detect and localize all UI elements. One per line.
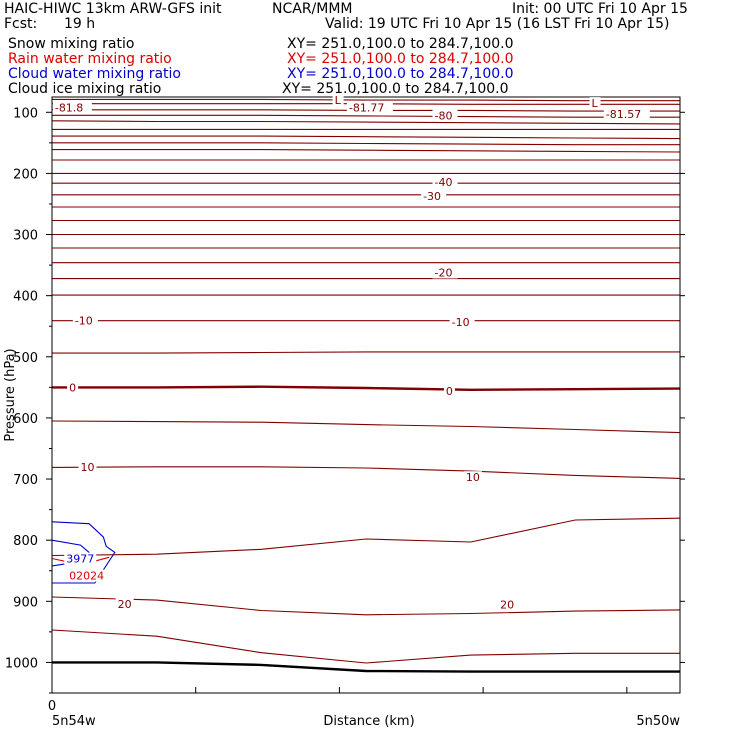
contour-label: 10 bbox=[81, 461, 95, 474]
contour-line bbox=[52, 98, 680, 102]
field-snow-name: Snow mixing ratio bbox=[8, 36, 135, 52]
contour-label-bg bbox=[67, 381, 79, 394]
contour-label: 10 bbox=[466, 471, 480, 484]
contour-label-bg bbox=[449, 315, 475, 328]
y-tick-label: 400 bbox=[13, 290, 38, 305]
contour-label-bg bbox=[346, 101, 393, 114]
forecast-hour: 19 h bbox=[64, 16, 96, 32]
contour-lines bbox=[51, 98, 681, 673]
contour-label-bg bbox=[64, 552, 97, 565]
field-cloudwater-xy: XY= 251.0,100.0 to 284.7,100.0 bbox=[287, 66, 514, 82]
x-axis-label: Distance (km) bbox=[323, 714, 414, 729]
contour-label-bg bbox=[421, 190, 447, 203]
field-cloudwater-name: Cloud water mixing ratio bbox=[8, 66, 181, 82]
contour-label-bg bbox=[115, 597, 134, 610]
y-tick-label: 1000 bbox=[5, 656, 38, 671]
field-cloudice-name: Cloud ice mixing ratio bbox=[8, 81, 162, 97]
contour-line bbox=[52, 114, 680, 118]
y-axis-label: Pressure (hPa) bbox=[3, 348, 18, 441]
y-tick-label: 500 bbox=[13, 351, 38, 366]
contour-label-bg bbox=[432, 109, 458, 122]
contour-label: -80 bbox=[435, 109, 453, 122]
contour-label-bg bbox=[589, 97, 601, 110]
model-title: HAIC-HIWC 13km ARW-GFS init bbox=[4, 1, 222, 17]
contour-label: -10 bbox=[452, 316, 470, 329]
contour-labels: L -81.77 L -81.57 -81.8 -80 -40-30 -20 -10 -10 0 0 1… bbox=[52, 94, 650, 611]
contour-label: -81.77 bbox=[349, 101, 384, 114]
contour-label: 20 bbox=[500, 598, 514, 611]
contour-line bbox=[51, 420, 681, 434]
left-location-label: 5n54w bbox=[52, 714, 96, 729]
contour-line bbox=[51, 466, 681, 479]
contour-label: L bbox=[592, 97, 599, 110]
y-tick-label: 200 bbox=[13, 167, 38, 182]
field-rain-xy: XY= 251.0,100.0 to 284.7,100.0 bbox=[287, 51, 514, 67]
contour-label-bg bbox=[432, 175, 458, 188]
field-snow-xy: XY= 251.0,100.0 to 284.7,100.0 bbox=[287, 36, 514, 52]
contour-label: -81.8 bbox=[55, 101, 83, 114]
contour-label-bg bbox=[603, 108, 650, 121]
y-tick-label: 600 bbox=[13, 412, 38, 427]
contour-label: -40 bbox=[435, 176, 453, 189]
field-cloudice-xy: XY= 251.0,100.0 to 284.7,100.0 bbox=[282, 81, 509, 97]
cloud-water-outer-contour bbox=[51, 521, 116, 584]
contour-label: -81.57 bbox=[606, 108, 641, 121]
contour-line bbox=[51, 629, 680, 664]
contour-line bbox=[52, 149, 681, 153]
contour-line bbox=[52, 142, 680, 146]
contour-label-bg bbox=[52, 101, 92, 114]
contour-label: -10 bbox=[75, 315, 93, 328]
contour-line bbox=[51, 596, 681, 616]
contour-line bbox=[52, 661, 680, 673]
contour-label-bg bbox=[443, 385, 455, 398]
contour-line bbox=[51, 517, 681, 557]
contour-label-bg bbox=[463, 471, 482, 484]
contour-label-bg bbox=[432, 266, 458, 279]
contour-label: L bbox=[335, 94, 342, 107]
x-tick-label-zero: 0 bbox=[48, 699, 56, 714]
forecast-label: Fcst: bbox=[4, 16, 38, 32]
y-tick-label: 300 bbox=[13, 229, 38, 244]
contour-line bbox=[52, 351, 680, 354]
contour-line bbox=[52, 135, 681, 140]
right-location-label: 5n50w bbox=[636, 714, 680, 729]
contour-label: -30 bbox=[423, 190, 441, 203]
contour-line bbox=[52, 385, 681, 392]
contour-label-bg bbox=[72, 314, 98, 327]
contour-label-bg bbox=[498, 598, 517, 611]
contour-label-bg bbox=[78, 460, 97, 473]
contour-label: 0 bbox=[446, 385, 453, 398]
contour-label: 0 bbox=[69, 381, 76, 394]
field-rain-name: Rain water mixing ratio bbox=[8, 51, 172, 67]
init-time: Init: 00 UTC Fri 10 Apr 15 bbox=[512, 1, 688, 17]
plot-frame bbox=[51, 96, 681, 694]
contour-label: 20 bbox=[118, 598, 132, 611]
y-tick-label: 700 bbox=[13, 473, 38, 488]
contour-line bbox=[51, 120, 681, 125]
contour-label-bg bbox=[332, 94, 344, 107]
contour-label: 02024 bbox=[69, 570, 104, 583]
contour-label-bg bbox=[67, 569, 107, 582]
contour-label: 3977 bbox=[66, 553, 94, 566]
contour-label: -20 bbox=[435, 266, 453, 279]
y-tick-label: 800 bbox=[13, 534, 38, 549]
valid-time: Valid: 19 UTC Fri 10 Apr 15 (16 LST Fri … bbox=[325, 16, 670, 32]
y-tick-label: 100 bbox=[13, 106, 38, 121]
y-tick-label: 900 bbox=[13, 595, 38, 610]
org-label: NCAR/MMM bbox=[272, 1, 353, 17]
